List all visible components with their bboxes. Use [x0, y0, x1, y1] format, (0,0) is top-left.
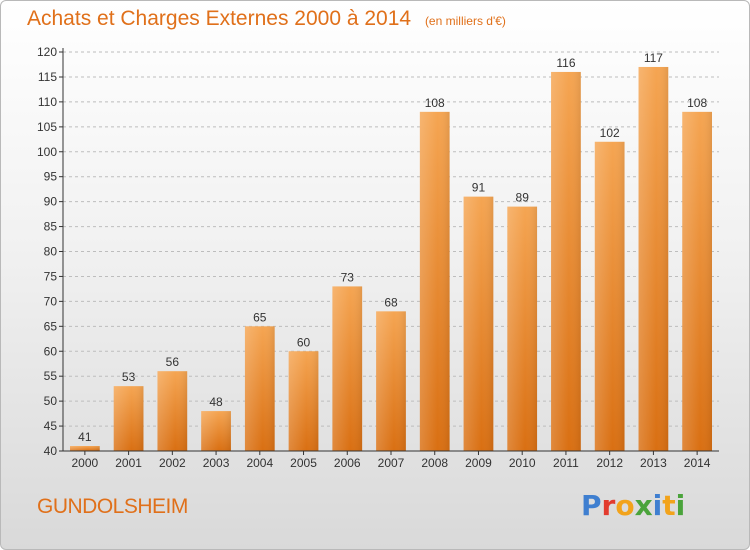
bar-shade-2003	[201, 411, 231, 451]
y-tick-label: 65	[44, 319, 58, 333]
y-tick-label: 80	[44, 245, 58, 259]
y-tick-label: 105	[37, 120, 57, 134]
y-tick-label: 115	[38, 70, 57, 84]
place-name: GUNDOLSHEIM	[37, 495, 188, 518]
bar-shade-2005	[288, 351, 319, 451]
y-tick-label: 85	[44, 220, 58, 234]
x-tick-label: 2002	[159, 456, 186, 470]
bar-value-label: 89	[516, 191, 530, 205]
bar-value-label: 108	[687, 96, 707, 110]
bar-shade-2006	[332, 286, 363, 451]
bar-value-label: 68	[384, 295, 398, 309]
bars-layer: 41 53 56 48 65 60 73 68 108 91 89 116 102 117 108	[69, 51, 713, 452]
bar-shade-2012	[594, 141, 625, 451]
bar-shade-2014	[682, 111, 713, 451]
x-tick-label: 2006	[334, 456, 361, 470]
bar-value-label: 116	[556, 56, 575, 70]
bar-shade-2004	[244, 326, 275, 451]
x-tick-label: 2008	[421, 456, 448, 470]
y-tick-label: 110	[38, 95, 57, 109]
bar-shade-2007	[376, 311, 406, 451]
bar-shade-2011	[551, 71, 581, 451]
bar-value-label: 117	[644, 51, 663, 65]
x-tick-label: 2012	[596, 456, 623, 470]
bar-shade-2013	[638, 66, 669, 452]
y-tick-label: 95	[44, 170, 58, 184]
x-tick-label: 2004	[246, 456, 273, 470]
x-tick-label: 2003	[203, 456, 230, 470]
logo-letter: i	[652, 489, 663, 522]
y-tick-label: 70	[44, 294, 58, 308]
bar-value-label: 91	[472, 181, 486, 195]
bar-shade-2002	[157, 371, 188, 451]
chart-title: Achats et Charges Externes 2000 à 2014 (…	[27, 7, 506, 31]
bar-shade-2008	[419, 111, 450, 451]
bar-shade-2009	[463, 196, 494, 451]
chart-title-text: Achats et Charges Externes 2000 à 2014	[27, 7, 412, 30]
y-tick-label: 55	[44, 369, 58, 383]
bar-value-label: 65	[253, 310, 267, 324]
x-tick-label: 2013	[640, 456, 667, 470]
y-tick-label: 120	[37, 45, 57, 59]
bar-value-label: 108	[425, 96, 445, 110]
logo-letter: t	[662, 489, 676, 522]
x-tick-label: 2000	[72, 456, 99, 470]
bar-value-label: 41	[78, 430, 92, 444]
logo-letter: i	[675, 489, 686, 522]
x-tick-label: 2011	[553, 456, 579, 470]
x-tick-label: 2010	[509, 456, 536, 470]
bar-shade-2001	[113, 386, 144, 451]
x-tick-label: 2014	[684, 456, 711, 470]
bar-value-label: 73	[341, 270, 355, 284]
y-tick-label: 45	[44, 419, 58, 433]
y-tick-label: 100	[37, 145, 57, 159]
logo-letter: x	[634, 489, 653, 522]
bar-value-label: 60	[297, 335, 311, 349]
x-tick-label: 2007	[378, 456, 405, 470]
axis-layer: 40 45 50 55 60 65 70 75 80 85 90 95 100 105 110 115 120 2…	[37, 45, 719, 470]
y-tick-label: 90	[44, 195, 58, 209]
bar-value-label: 56	[166, 355, 180, 369]
y-tick-label: 60	[44, 344, 58, 358]
y-tick-label: 75	[44, 269, 58, 283]
proxiti-logo: Proxiti	[581, 489, 685, 522]
logo-letter: o	[615, 489, 635, 522]
y-tick-label: 40	[44, 444, 58, 458]
bar-shade-2010	[507, 206, 538, 451]
x-tick-label: 2005	[290, 456, 317, 470]
x-tick-label: 2009	[465, 456, 492, 470]
x-tick-label: 2001	[115, 456, 142, 470]
logo-letter: r	[601, 489, 616, 522]
chart-subtitle: (en milliers d'€)	[424, 14, 506, 28]
bar-value-label: 53	[122, 370, 136, 384]
bar-value-label: 48	[209, 395, 223, 409]
bar-value-label: 102	[600, 126, 620, 140]
y-tick-label: 50	[44, 394, 58, 408]
logo-letter: P	[581, 489, 602, 522]
bar-shade-2000	[69, 446, 100, 451]
